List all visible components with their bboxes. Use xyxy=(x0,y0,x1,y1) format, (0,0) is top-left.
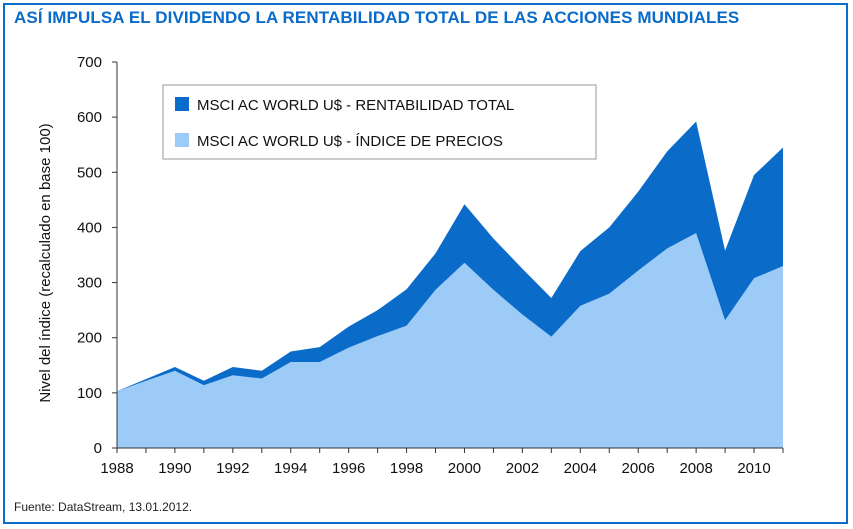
legend-box xyxy=(162,84,597,160)
y-tick-label: 500 xyxy=(77,164,102,181)
x-tick-label: 2006 xyxy=(622,460,655,477)
y-tick-label: 200 xyxy=(77,330,102,347)
legend-label: MSCI AC WORLD U$ - RENTABILIDAD TOTAL xyxy=(197,97,514,114)
x-tick-label: 1990 xyxy=(158,460,191,477)
y-tick-label: 700 xyxy=(77,54,102,71)
x-tick-label: 2002 xyxy=(506,460,539,477)
x-tick-label: 2008 xyxy=(679,460,712,477)
y-tick-label: 600 xyxy=(77,109,102,126)
x-tick-label: 1996 xyxy=(332,460,365,477)
y-axis-label: Nivel del índice (recalculado en base 10… xyxy=(37,123,54,402)
x-tick-label: 1988 xyxy=(100,460,133,477)
x-tick-label: 1992 xyxy=(216,460,249,477)
x-tick-label: 2000 xyxy=(448,460,481,477)
chart-axes xyxy=(116,62,783,449)
x-tick-label: 1998 xyxy=(390,460,423,477)
chart-ticks: 0 100 200 300 400 500 600 700 1988 1990 1992 1994 19… xyxy=(77,54,784,477)
y-tick-label: 100 xyxy=(77,385,102,402)
chart-title: ASÍ IMPULSA EL DIVIDENDO LA RENTABILIDAD… xyxy=(14,8,740,27)
legend-label: MSCI AC WORLD U$ - ÍNDICE DE PRECIOS xyxy=(197,133,503,150)
legend-swatch xyxy=(175,133,189,147)
y-tick-label: 400 xyxy=(77,219,102,236)
area-series-2 xyxy=(117,232,783,448)
source-note: Fuente: DataStream, 13.01.2012. xyxy=(14,500,193,514)
legend: MSCI AC WORLD U$ - RENTABILIDAD TOTAL MSC… xyxy=(162,84,597,160)
x-tick-label: 2004 xyxy=(564,460,597,477)
x-tick-label: 2010 xyxy=(737,460,770,477)
legend-swatch xyxy=(175,97,189,111)
chart-areas xyxy=(117,121,783,448)
y-tick-label: 300 xyxy=(77,275,102,292)
x-tick-label: 1994 xyxy=(274,460,307,477)
y-tick-label: 0 xyxy=(94,440,102,457)
